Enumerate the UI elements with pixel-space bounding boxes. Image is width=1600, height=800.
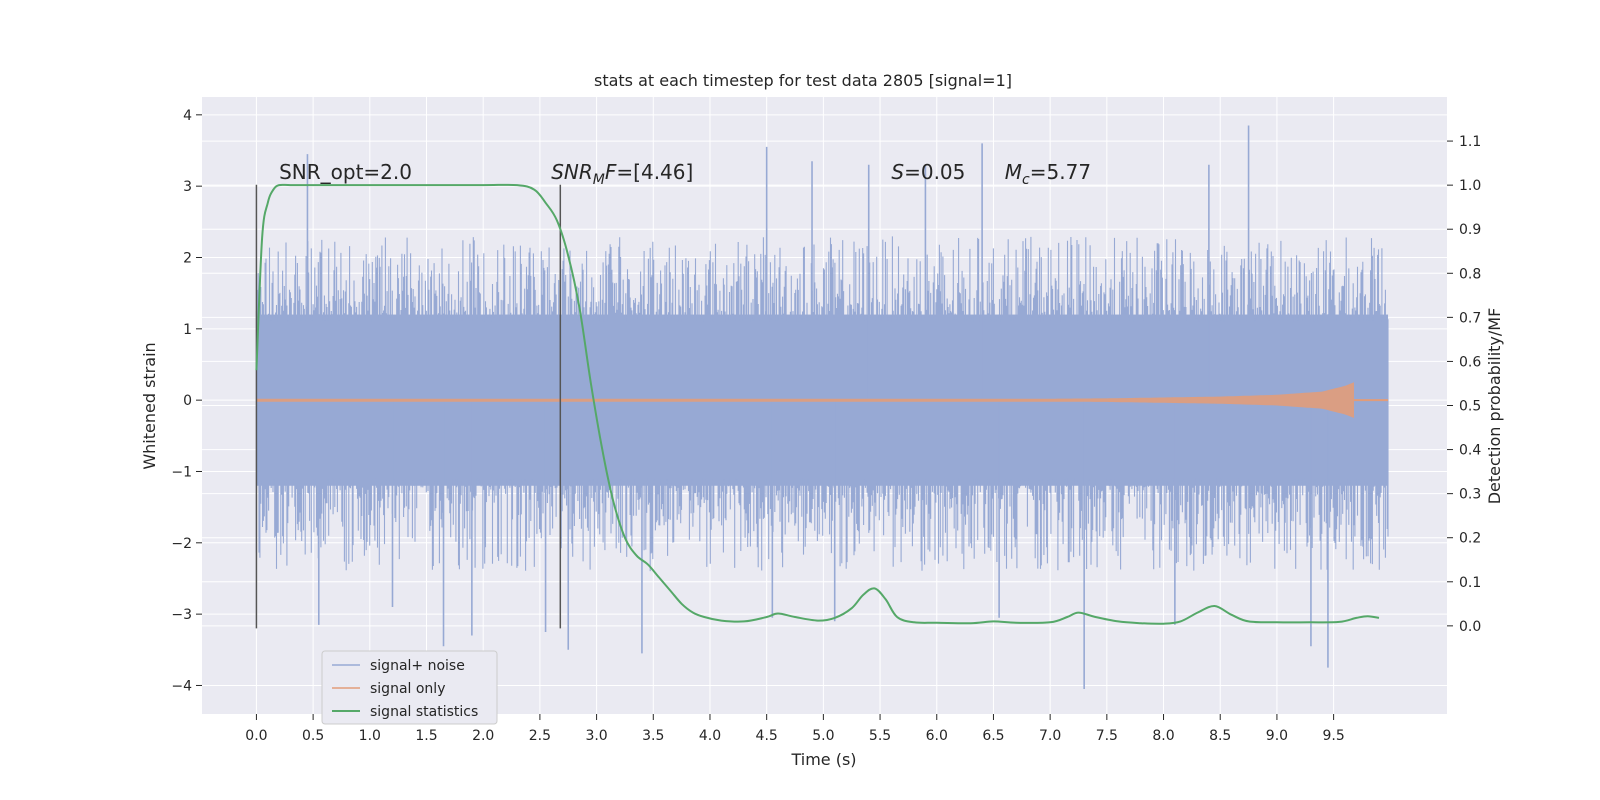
marker-lines [255,184,562,629]
annotations: SNR_opt=2.0 SNRMF=[4.46] S=0.05 Mc=5.77 [279,160,1091,188]
x-axis-ticks: 0.0 0.5 1.0 1.5 2.0 2.5 3.0 3.5 4.0 4.5 5.0 5.5 6.0 6… [245,714,1345,744]
x-tick-label-3: 1.5 [415,728,437,744]
x-tick-label-11: 5.5 [869,728,891,744]
annotation-snr-opt: SNR_opt=2.0 [279,160,412,184]
annotation-s-stat: S=0.05 [891,160,965,184]
series-signal-only [256,382,1389,418]
y-tick-label-4: 0 [183,393,192,409]
y2-tick-label-1: 1.0 [1459,178,1481,194]
x-tick-label-7: 3.5 [642,728,664,744]
y2-tick-label-0: 1.1 [1459,134,1481,150]
legend: signal+ noise signal only signal statistic… [321,650,498,725]
y2-tick-label-7: 0.4 [1459,443,1481,459]
series-signal-statistics [255,183,1380,625]
x-tick-label-15: 7.5 [1096,728,1118,744]
y-axis-ticks: 4 3 2 1 0 −1 −2 −3 −4 [171,108,202,694]
y2-tick-label-11: 0.0 [1459,619,1481,635]
x-tick-label-18: 9.0 [1266,728,1288,744]
y2-tick-label-6: 0.5 [1459,399,1481,415]
y2-axis-label: Detection probability/MF [1485,308,1504,505]
x-tick-label-19: 9.5 [1322,728,1344,744]
x-tick-label-17: 8.5 [1209,728,1231,744]
y2-tick-label-8: 0.3 [1459,487,1481,503]
y-tick-label-7: −3 [171,607,192,623]
y-axis-label: Whitened strain [140,342,159,469]
y-tick-label-6: −2 [171,536,192,552]
y2-tick-label-2: 0.9 [1459,222,1481,238]
y2-tick-label-4: 0.7 [1459,310,1481,326]
y-tick-label-2: 2 [183,250,192,266]
y-tick-label-1: 3 [183,179,192,195]
y-tick-label-8: −4 [171,678,192,694]
x-tick-label-1: 0.5 [302,728,324,744]
x-tick-label-10: 5.0 [812,728,834,744]
annotation-mc: Mc=5.77 [1005,160,1091,188]
x-tick-label-12: 6.0 [926,728,948,744]
y-tick-label-5: −1 [171,464,192,480]
signal-only-envelope [256,382,1354,418]
x-tick-label-6: 3.0 [585,728,607,744]
x-tick-label-0: 0.0 [245,728,267,744]
y2-axis-ticks: 1.1 1.0 0.9 0.8 0.7 0.6 0.5 0.4 0.3 0.2 0.1 0.0 [1447,134,1481,635]
x-tick-label-2: 1.0 [359,728,381,744]
x-axis-label: Time (s) [790,750,856,769]
y2-tick-label-9: 0.2 [1459,531,1481,547]
x-tick-label-8: 4.0 [699,728,721,744]
x-tick-label-14: 7.0 [1039,728,1061,744]
y2-tick-label-10: 0.1 [1459,575,1481,591]
chart-title: stats at each timestep for test data 280… [594,71,1012,90]
x-tick-label-9: 4.5 [756,728,778,744]
annotation-snr-mf: SNRMF=[4.46] [551,160,693,188]
y2-tick-label-5: 0.6 [1459,354,1481,370]
x-tick-label-5: 2.5 [529,728,551,744]
y2-tick-label-3: 0.8 [1459,266,1481,282]
legend-label-0: signal+ noise [370,658,465,674]
y-tick-label-3: 1 [183,322,192,338]
y-tick-label-0: 4 [183,108,192,124]
x-tick-label-4: 2.0 [472,728,494,744]
legend-label-1: signal only [370,681,445,697]
legend-box [321,650,498,725]
x-tick-label-13: 6.5 [982,728,1004,744]
x-tick-label-16: 8.0 [1152,728,1174,744]
legend-label-2: signal statistics [370,704,478,720]
